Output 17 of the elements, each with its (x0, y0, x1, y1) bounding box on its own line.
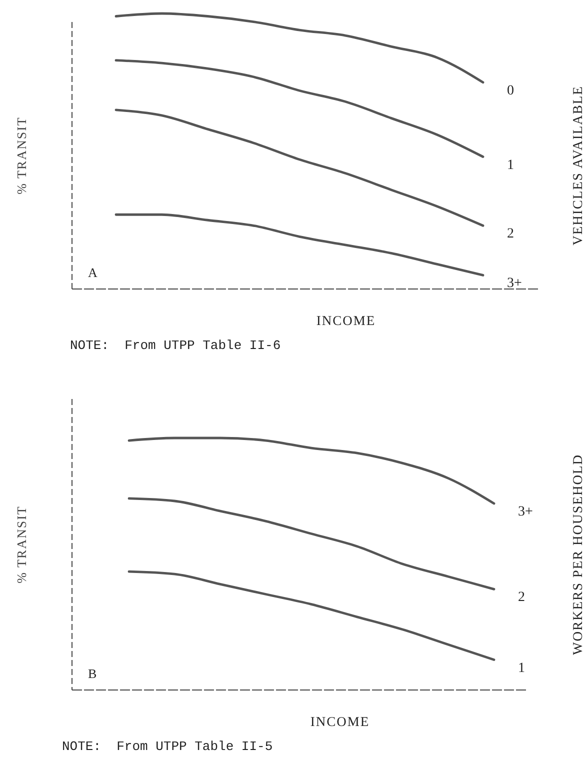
series-label: 0 (507, 83, 514, 98)
series-label: 3+ (507, 276, 522, 292)
series-label: 1 (507, 158, 514, 173)
legend-title: VEHICLES AVAILABLE (570, 86, 585, 246)
x-axis-title: INCOME (316, 313, 376, 328)
series-label: 2 (507, 226, 514, 242)
y-axis-title: % TRANSIT (14, 506, 29, 584)
text: NOTE: From UTPP Table II-6 (70, 338, 281, 353)
series-label: 3+ (518, 504, 533, 520)
legend-title: WORKERS PER HOUSEHOLD (570, 454, 585, 656)
x-axis-title: INCOME (310, 714, 370, 729)
series-label: 1 (518, 660, 525, 676)
annotation: B (88, 666, 97, 681)
annotation: A (88, 265, 98, 280)
series-label: 2 (518, 590, 525, 606)
y-axis-title: % TRANSIT (14, 116, 29, 194)
text: NOTE: From UTPP Table II-5 (62, 739, 273, 754)
